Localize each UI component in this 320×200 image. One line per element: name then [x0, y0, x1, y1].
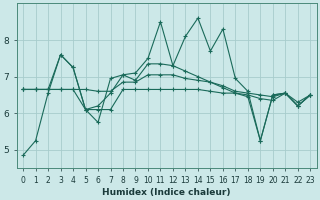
X-axis label: Humidex (Indice chaleur): Humidex (Indice chaleur) [102, 188, 231, 197]
